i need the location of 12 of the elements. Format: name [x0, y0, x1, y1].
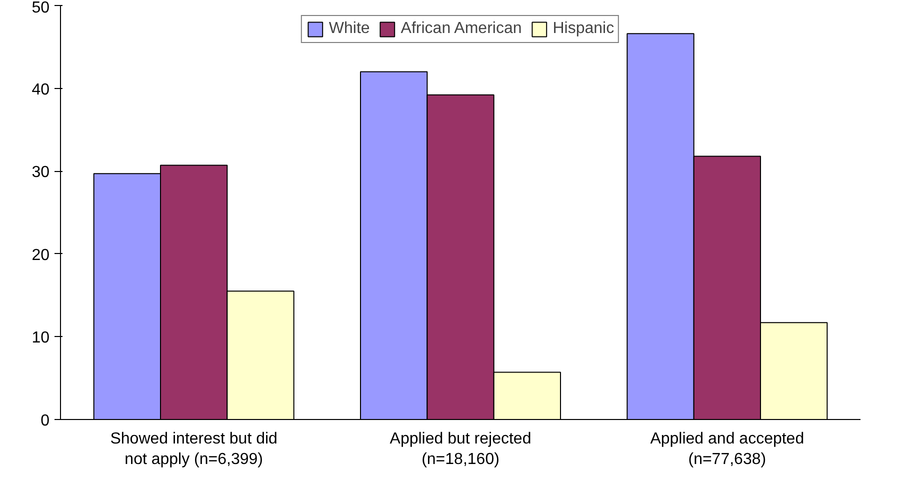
- x-tick-label: Showed interest but did not apply (n=6,399): [110, 430, 278, 468]
- legend-label: African American: [400, 20, 522, 38]
- x-tick-label: Applied but rejected (n=18,160): [390, 430, 532, 468]
- legend-label: Hispanic: [552, 20, 614, 38]
- y-tick-label: 30: [32, 164, 50, 182]
- y-tick-label: 50: [32, 0, 50, 16]
- y-tick-label: 20: [32, 246, 50, 264]
- y-tick-label: 0: [40, 412, 50, 430]
- x-tick-label: Applied and accepted (n=77,638): [650, 430, 804, 468]
- y-tick-label: 10: [32, 330, 50, 347]
- y-tick-label: 40: [32, 81, 50, 98]
- legend-label: White: [328, 20, 370, 38]
